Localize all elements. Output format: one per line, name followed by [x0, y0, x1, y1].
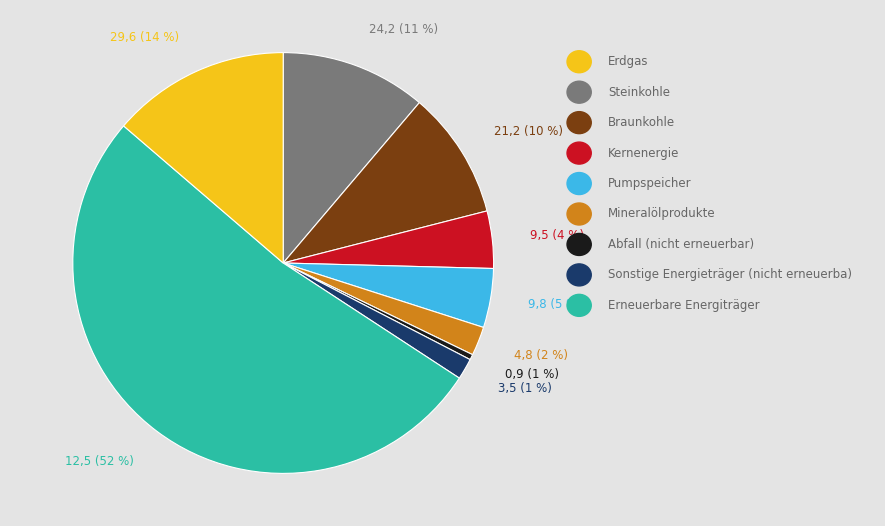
Text: Braunkohle: Braunkohle [608, 116, 675, 129]
Wedge shape [283, 263, 494, 327]
Wedge shape [283, 263, 470, 378]
Text: 12,5 (52 %): 12,5 (52 %) [65, 455, 134, 468]
Text: Kernenergie: Kernenergie [608, 147, 679, 159]
Circle shape [567, 142, 591, 164]
Circle shape [567, 50, 591, 73]
Wedge shape [283, 263, 473, 360]
Text: 24,2 (11 %): 24,2 (11 %) [369, 24, 438, 36]
Wedge shape [283, 53, 419, 263]
Text: Sonstige Energieträger (nicht erneuerba): Sonstige Energieträger (nicht erneuerba) [608, 268, 852, 281]
Text: 0,9 (1 %): 0,9 (1 %) [505, 368, 559, 381]
Text: Mineralölprodukte: Mineralölprodukte [608, 207, 715, 220]
Text: 29,6 (14 %): 29,6 (14 %) [111, 31, 180, 44]
Wedge shape [283, 263, 483, 355]
Wedge shape [283, 211, 494, 268]
Text: 9,8 (5 %): 9,8 (5 %) [528, 298, 581, 311]
Text: 3,5 (1 %): 3,5 (1 %) [497, 381, 551, 394]
Circle shape [567, 295, 591, 316]
Circle shape [567, 81, 591, 103]
Circle shape [567, 203, 591, 225]
Wedge shape [124, 53, 283, 263]
Text: 21,2 (10 %): 21,2 (10 %) [494, 125, 563, 138]
Circle shape [567, 264, 591, 286]
Circle shape [567, 234, 591, 256]
Text: Steinkohle: Steinkohle [608, 86, 670, 99]
Text: Erdgas: Erdgas [608, 55, 649, 68]
Text: Abfall (nicht erneuerbar): Abfall (nicht erneuerbar) [608, 238, 754, 251]
Wedge shape [73, 126, 459, 473]
Circle shape [567, 112, 591, 134]
Text: 4,8 (2 %): 4,8 (2 %) [513, 349, 567, 362]
Circle shape [567, 173, 591, 195]
Text: Erneuerbare Energiträger: Erneuerbare Energiträger [608, 299, 759, 312]
Text: 9,5 (4 %): 9,5 (4 %) [530, 229, 584, 242]
Wedge shape [283, 103, 487, 263]
Text: Pumpspeicher: Pumpspeicher [608, 177, 691, 190]
